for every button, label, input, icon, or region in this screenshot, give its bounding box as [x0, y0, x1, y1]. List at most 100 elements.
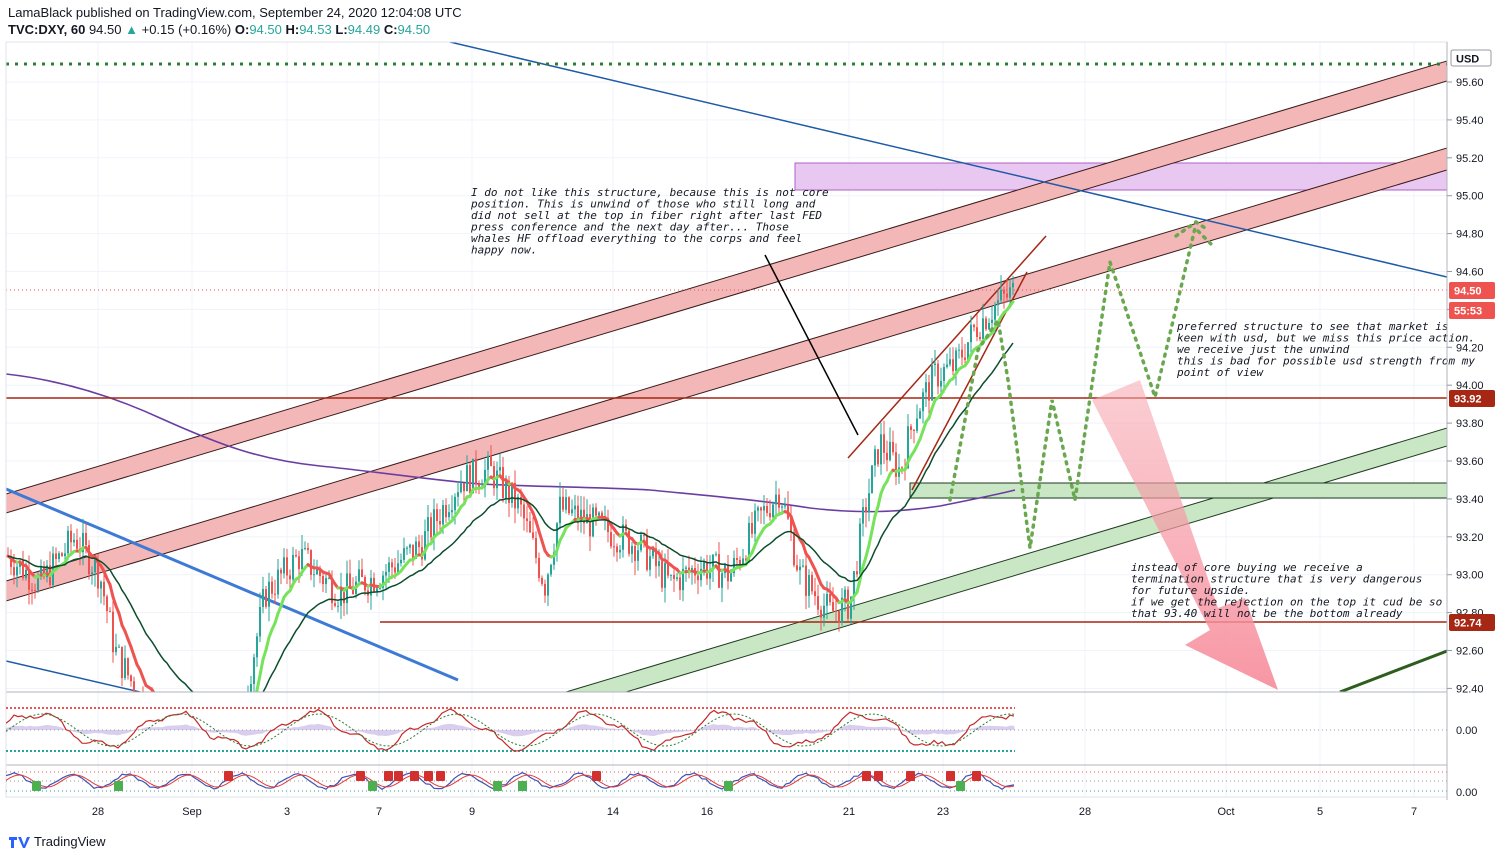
candle-body	[874, 449, 876, 466]
ema-fast-segment	[876, 491, 883, 509]
price-tick-label: 94.00	[1456, 380, 1484, 392]
candle-body	[256, 636, 258, 658]
green-rising-line[interactable]	[1339, 649, 1447, 692]
candle-body	[997, 300, 999, 306]
annotation-line: instead of core buying we receive a	[1131, 561, 1363, 574]
candle-body	[505, 480, 507, 498]
osc2-sell-marker	[424, 771, 433, 781]
footer-brand[interactable]: TradingView	[34, 834, 106, 849]
candle-body	[241, 702, 243, 718]
candle-body	[871, 465, 873, 494]
candle-body	[685, 567, 687, 569]
time-tick-label: Oct	[1217, 806, 1234, 818]
candle-body	[895, 452, 897, 477]
candle-body	[982, 318, 984, 340]
candle-body	[451, 510, 453, 513]
price-label: 55:53	[1454, 306, 1482, 318]
ma-200-line	[6, 373, 1016, 513]
candle-body	[442, 505, 444, 525]
candle-body	[952, 359, 954, 372]
blue-trendline[interactable]	[449, 42, 1447, 278]
osc2-buy-marker	[32, 781, 41, 791]
oscillator-2[interactable]	[6, 771, 1447, 792]
candle-body	[574, 505, 576, 510]
candle-body	[313, 574, 315, 576]
price-label: 94.50	[1454, 286, 1482, 298]
ema-fast-segment	[111, 595, 118, 608]
candle-body	[547, 574, 549, 596]
candle-body	[697, 575, 699, 581]
price-axis[interactable]: 95.6095.4095.2095.0094.8094.6094.4094.20…	[1446, 42, 1495, 800]
candle-body	[661, 561, 663, 588]
price-tick-label: 95.00	[1456, 191, 1484, 203]
close-label: C:	[383, 22, 398, 37]
candle-body	[916, 418, 918, 431]
candle-body	[742, 558, 744, 565]
red-band-upper[interactable]	[6, 60, 1447, 514]
candle-body	[265, 589, 267, 607]
candle-body	[820, 609, 822, 618]
last-price: 94.50	[88, 22, 122, 37]
ema-fast-segment	[555, 538, 562, 552]
ema-fast-segment	[129, 645, 136, 658]
candle-body	[16, 566, 18, 576]
candle-body	[769, 513, 771, 518]
candle-body	[43, 566, 45, 578]
candle-body	[295, 555, 297, 557]
open-value: 94.50	[249, 22, 282, 37]
osc2-sell-marker	[972, 771, 981, 781]
candle-body	[73, 539, 75, 543]
ema-fast-segment	[918, 429, 925, 441]
candle-body	[763, 506, 765, 511]
candle-body	[298, 556, 300, 570]
candle-body	[133, 681, 135, 692]
candle-body	[493, 466, 495, 489]
candle-body	[826, 593, 828, 606]
bearish-arrow[interactable]	[1092, 380, 1278, 690]
candle-body	[817, 596, 819, 610]
candle-body	[478, 484, 480, 487]
candle-body	[856, 571, 858, 575]
red-band-lower[interactable]	[6, 147, 1447, 602]
candle-body	[376, 588, 378, 592]
osc2-sell-marker	[874, 771, 883, 781]
open-label: O:	[234, 22, 250, 37]
candle-body	[379, 587, 381, 589]
osc2-buy-marker	[518, 781, 527, 791]
ema-fast-segment	[248, 712, 251, 718]
candle-body	[34, 590, 36, 592]
candle-body	[382, 575, 384, 588]
projection-path-2	[1174, 219, 1207, 238]
ema-fast-segment	[534, 519, 541, 533]
candle-body	[82, 532, 84, 553]
price-tick-label: 92.40	[1456, 683, 1484, 695]
candle-body	[682, 568, 684, 591]
candle-body	[202, 727, 204, 760]
candle-body	[406, 547, 408, 549]
candle-body	[571, 509, 573, 514]
candle-body	[781, 506, 783, 508]
candle-body	[964, 357, 966, 360]
candle-body	[760, 507, 762, 511]
ema-fast-segment	[1008, 300, 1015, 308]
time-axis[interactable]: 28 Sep 3 7 9 14 16 21 23 28 Oct 5 7	[92, 806, 1417, 818]
candle-body	[217, 742, 219, 746]
candle-body	[670, 574, 672, 576]
candle-body	[676, 577, 678, 579]
candle-body	[304, 548, 306, 550]
candles	[7, 275, 1014, 760]
candle-body	[475, 458, 477, 485]
ema-fast-segment	[789, 514, 796, 527]
candle-body	[679, 577, 681, 591]
candle-body	[10, 556, 12, 568]
candle-body	[595, 507, 597, 516]
blue-falling-line[interactable]	[6, 487, 459, 682]
oscillator-1[interactable]	[6, 707, 1447, 752]
wedge-upper[interactable]	[847, 235, 1047, 459]
candle-body	[439, 521, 441, 525]
osc2-sell-marker	[592, 771, 601, 781]
blue-lower-line[interactable]	[6, 660, 141, 692]
candle-body	[568, 497, 570, 514]
candle-body	[865, 507, 867, 513]
